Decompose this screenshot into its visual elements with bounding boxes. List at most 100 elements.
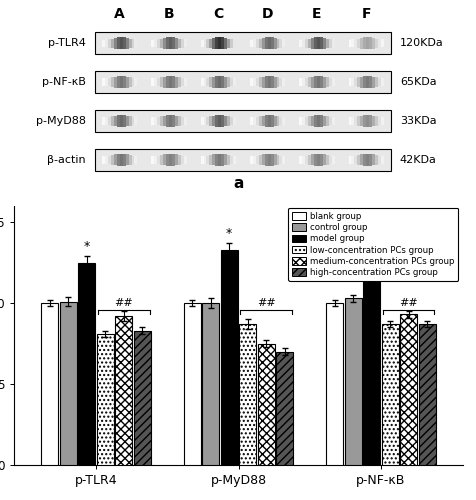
Bar [129,38,131,48]
Bar [363,38,366,49]
Bar [305,156,307,164]
Bar [354,78,357,86]
Bar [305,78,307,86]
Bar [371,154,375,165]
Bar [175,76,178,88]
Bar [305,116,307,125]
Bar [325,155,328,164]
Bar [172,38,175,49]
Bar [270,38,273,49]
Bar [221,154,224,166]
Bar [380,78,383,86]
Bar [108,39,110,48]
Bar [172,115,175,127]
Bar [325,116,328,126]
Bar [255,78,258,86]
Bar [154,117,157,125]
Bar [78,262,95,465]
Bar [125,116,129,126]
Text: a: a [233,176,243,192]
Bar [212,38,215,48]
Bar [359,76,363,88]
Bar [298,156,301,164]
Bar [105,156,108,164]
Bar [359,38,363,48]
Bar [160,38,163,48]
Bar [178,78,180,87]
Bar [163,154,166,165]
Bar [261,38,264,48]
Bar [227,78,230,87]
Bar [298,117,301,124]
Text: D: D [261,7,273,21]
Bar [261,76,264,88]
Bar [267,154,270,166]
Bar [157,116,160,125]
Bar [366,115,368,127]
Bar [209,155,212,164]
Bar [227,155,230,164]
Bar [154,40,157,47]
Bar [282,156,285,164]
Bar [215,154,218,166]
Bar [163,76,166,88]
Bar [316,37,319,50]
Bar [122,154,125,166]
Bar [119,115,122,127]
Bar [115,316,132,465]
Bar [371,38,375,48]
Bar [380,117,383,125]
Bar [212,76,215,88]
Bar [95,110,390,132]
Bar [129,155,131,164]
Bar [125,154,129,165]
Bar [134,78,137,86]
Bar [151,78,154,86]
Bar [363,76,366,88]
Bar [206,78,209,86]
Bar [282,78,285,86]
Bar [215,38,218,49]
Bar [375,116,377,126]
Bar [276,352,293,465]
Bar [322,116,325,126]
Bar [258,155,261,164]
Bar [368,115,371,127]
Bar [169,154,172,166]
Bar [227,38,230,48]
Bar [105,40,108,47]
Bar [310,116,313,126]
Bar [151,117,154,124]
Bar [252,117,255,125]
Bar [113,116,117,126]
Bar [169,37,172,50]
Bar [377,39,380,48]
Bar [276,116,279,126]
Bar [209,78,212,87]
Bar [102,156,105,164]
Bar [233,117,236,125]
Bar [183,78,187,86]
Bar [221,38,224,49]
Bar [166,38,169,49]
Bar [134,156,137,164]
Bar [310,38,313,48]
Bar [233,40,236,47]
Bar [166,76,169,88]
Bar [230,78,233,86]
Bar [172,76,175,88]
Bar [129,116,131,126]
Bar [301,40,305,47]
Bar [239,324,256,465]
Bar [249,78,252,86]
Bar [363,115,366,127]
Bar [354,116,357,125]
Bar [218,154,221,166]
Bar [328,78,331,86]
Bar [157,39,160,48]
Bar [313,154,316,166]
Bar [348,78,351,86]
Bar [218,37,221,50]
Bar [322,38,325,48]
Bar [95,32,390,54]
